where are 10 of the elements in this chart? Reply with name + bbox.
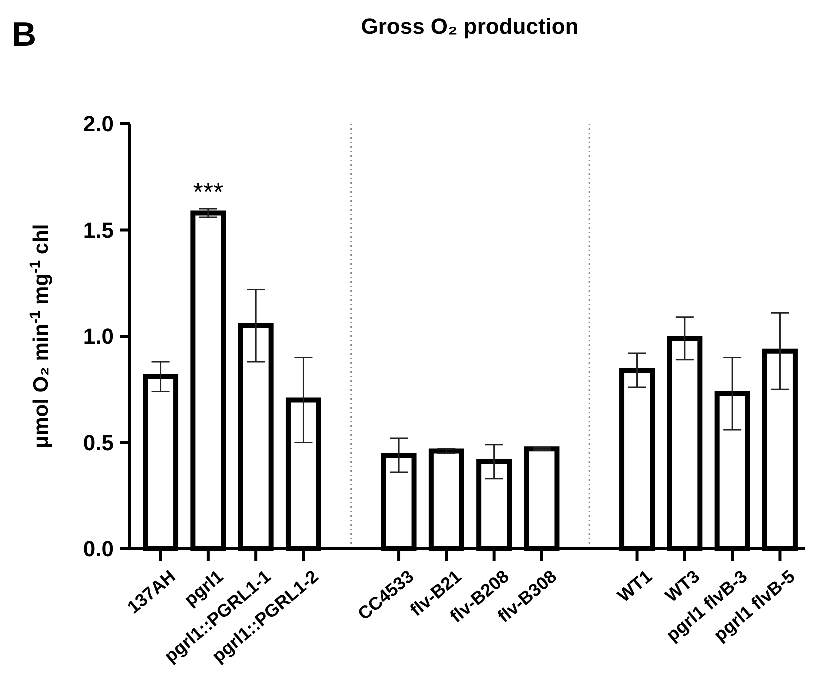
text: B <box>12 16 37 54</box>
chart-title: Gross O₂ production <box>361 14 579 39</box>
text: 1.5 <box>83 218 114 243</box>
x-tick-label: WT1 <box>614 566 656 606</box>
y-tick-label: 1.0 <box>83 324 114 350</box>
y-tick-label: 2.0 <box>83 112 114 137</box>
annotation: *** <box>193 177 224 207</box>
y-tick-label: 0.0 <box>83 536 114 562</box>
x-tick-label: WT3 <box>662 566 704 606</box>
text: 0.5 <box>83 430 114 456</box>
